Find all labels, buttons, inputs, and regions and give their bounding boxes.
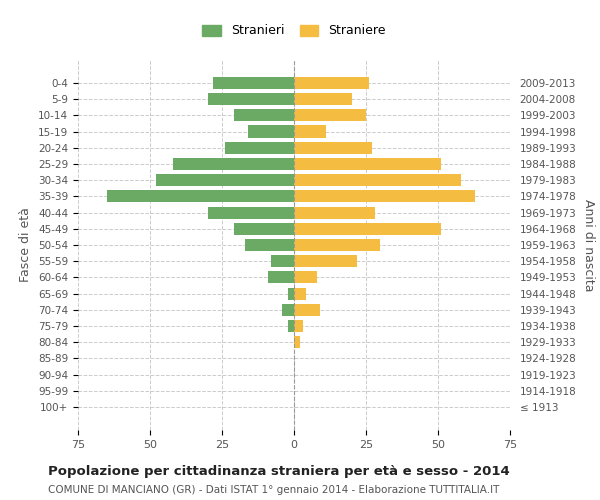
- Bar: [294, 174, 461, 186]
- Bar: [294, 142, 372, 154]
- Bar: [294, 304, 320, 316]
- Bar: [248, 126, 294, 138]
- Text: COMUNE DI MANCIANO (GR) - Dati ISTAT 1° gennaio 2014 - Elaborazione TUTTITALIA.I: COMUNE DI MANCIANO (GR) - Dati ISTAT 1° …: [48, 485, 499, 495]
- Bar: [268, 272, 294, 283]
- Bar: [294, 77, 369, 89]
- Y-axis label: Anni di nascita: Anni di nascita: [582, 198, 595, 291]
- Bar: [173, 158, 294, 170]
- Bar: [208, 206, 294, 218]
- Bar: [156, 174, 294, 186]
- Bar: [294, 272, 317, 283]
- Bar: [294, 255, 358, 268]
- Bar: [288, 288, 294, 300]
- Bar: [208, 93, 294, 105]
- Bar: [294, 190, 475, 202]
- Bar: [294, 206, 374, 218]
- Bar: [214, 77, 294, 89]
- Legend: Stranieri, Straniere: Stranieri, Straniere: [196, 18, 392, 44]
- Bar: [294, 158, 441, 170]
- Bar: [271, 255, 294, 268]
- Y-axis label: Fasce di età: Fasce di età: [19, 208, 32, 282]
- Bar: [294, 109, 366, 122]
- Bar: [294, 222, 441, 235]
- Text: Popolazione per cittadinanza straniera per età e sesso - 2014: Popolazione per cittadinanza straniera p…: [48, 465, 510, 478]
- Bar: [294, 93, 352, 105]
- Bar: [233, 222, 294, 235]
- Bar: [225, 142, 294, 154]
- Bar: [233, 109, 294, 122]
- Bar: [294, 336, 300, 348]
- Bar: [245, 239, 294, 251]
- Bar: [294, 288, 305, 300]
- Bar: [294, 320, 302, 332]
- Bar: [294, 126, 326, 138]
- Bar: [107, 190, 294, 202]
- Bar: [283, 304, 294, 316]
- Bar: [288, 320, 294, 332]
- Bar: [294, 239, 380, 251]
